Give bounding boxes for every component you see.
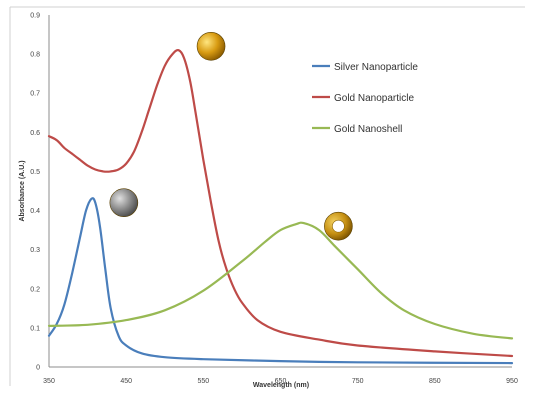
silver-nanoparticle-sphere-icon — [109, 188, 139, 218]
legend-item-nanoshell: Gold Nanoshell — [312, 124, 402, 135]
series-line-silver — [47, 197, 514, 365]
y-axis-title: Absorbance (A.U.) — [19, 160, 26, 221]
series-layer — [47, 48, 514, 365]
y-tick-label: 0 — [36, 365, 40, 372]
x-tick-label: 650 — [275, 378, 287, 385]
legend-label-nanoshell: Gold Nanoshell — [334, 124, 402, 135]
x-tick-label: 950 — [506, 378, 518, 385]
series-line-gold — [47, 48, 514, 358]
y-tick-label: 0.7 — [30, 91, 40, 98]
legend-item-silver: Silver Nanoparticle — [312, 62, 418, 73]
legend-item-gold: Gold Nanoparticle — [312, 93, 414, 104]
y-tick-label: 0.1 — [30, 325, 40, 332]
x-tick-labels: 350 450 550 650 750 850 950 — [43, 378, 518, 385]
legend: Silver Nanoparticle Gold Nanoparticle Go… — [312, 62, 418, 135]
x-tick-label: 750 — [352, 378, 364, 385]
gold-nanoparticle-sphere-icon — [196, 31, 226, 61]
x-tick-label: 350 — [43, 378, 55, 385]
y-tick-label: 0.4 — [30, 208, 40, 215]
x-tick-label: 550 — [197, 378, 209, 385]
y-tick-label: 0.9 — [30, 13, 40, 20]
y-tick-label: 0.8 — [30, 52, 40, 59]
x-axis-title: Wavelength (nm) — [253, 382, 309, 389]
y-tick-label: 0.6 — [30, 130, 40, 137]
y-tick-label: 0.2 — [30, 286, 40, 293]
gold-nanoshell-ring-icon — [324, 211, 353, 241]
y-tick-labels: 0 0.1 0.2 0.3 0.4 0.5 0.6 0.7 0.8 0.9 — [30, 13, 40, 372]
legend-label-silver: Silver Nanoparticle — [334, 62, 418, 73]
y-tick-label: 0.3 — [30, 247, 40, 254]
x-tick-label: 850 — [429, 378, 441, 385]
series-line-nanoshell — [47, 221, 514, 340]
marker-layer — [109, 31, 353, 241]
y-tick-label: 0.5 — [30, 169, 40, 176]
x-tick-label: 450 — [120, 378, 132, 385]
legend-label-gold: Gold Nanoparticle — [334, 93, 414, 104]
